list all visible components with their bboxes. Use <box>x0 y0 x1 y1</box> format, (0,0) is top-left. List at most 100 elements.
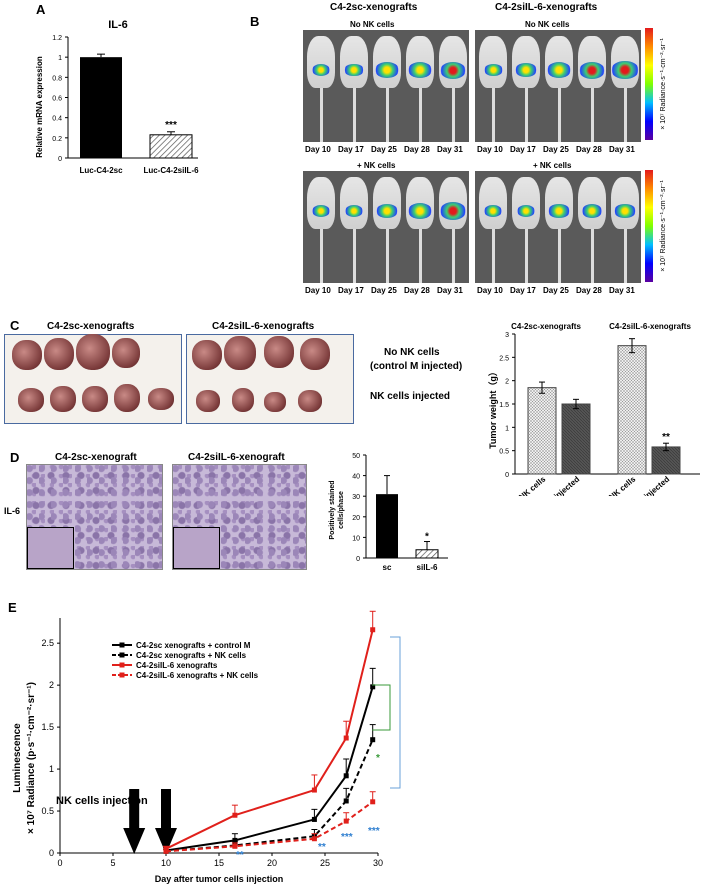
panel-a-ylabel: Relative mRNA expression <box>35 56 44 158</box>
tumor-sample <box>112 338 140 368</box>
bioluminescence-signal <box>375 62 399 78</box>
panel-c-ytick-label: 2.5 <box>499 355 509 362</box>
mouse-image <box>578 177 606 229</box>
injection-arrow-icon <box>155 789 177 854</box>
panel-c-row1-sub: (control M injected) <box>370 361 463 372</box>
panel-b-scale-label-top: × 10⁷ Radiance·s⁻¹·cm⁻²·sr⁻¹ <box>660 38 667 130</box>
mouse-image <box>611 177 639 229</box>
panel-b-no-nk-right: No NK cells <box>525 20 570 29</box>
panel-a-chart: IL-6 Relative mRNA expression 0 0.2 0.4 0.6… <box>35 19 199 175</box>
bioluminescence-signal <box>611 61 639 79</box>
panel-e-ytick-label: 1 <box>49 764 54 774</box>
panel-e-legend-marker <box>119 662 125 668</box>
panel-e-ytick-label: 1.5 <box>41 722 54 732</box>
panel-e-ytick-label: 2 <box>49 680 54 690</box>
panel-b-day-label: Day 31 <box>609 286 635 295</box>
mouse-image <box>373 36 401 88</box>
panel-e-ylabel1: Luminescence <box>12 723 23 793</box>
panel-e-bracket-blue <box>390 636 401 789</box>
panel-c-xlabel: No NK cells <box>597 474 637 496</box>
panel-b-day-label: Day 25 <box>371 145 397 154</box>
mouse-image <box>479 36 507 88</box>
panel-e-ytick-label: 0.5 <box>41 806 54 816</box>
panel-b-photo-siil6-no-nk <box>475 30 641 142</box>
panel-label-a: A <box>36 2 46 17</box>
tumor-sample <box>264 336 294 368</box>
panel-a-ytick-label: 0.4 <box>52 116 62 123</box>
panel-b-day-label: Day 10 <box>477 286 503 295</box>
panel-e-data-point <box>370 627 376 633</box>
panel-c-ytick-label: 1.5 <box>499 402 509 409</box>
panel-b-day-label: Day 31 <box>437 286 463 295</box>
bioluminescence-signal <box>439 202 467 220</box>
panel-e-ytick-label: 2.5 <box>41 638 54 648</box>
panel-b-day-label: Day 25 <box>543 286 569 295</box>
panel-b-day-label: Day 31 <box>609 145 635 154</box>
panel-d-inset-sc <box>27 527 74 569</box>
panel-d-significance: * <box>425 532 429 543</box>
panel-a-ytick-label: 0.8 <box>52 75 62 82</box>
panel-b-day-label: Day 17 <box>338 145 364 154</box>
panel-e-xtick-label: 15 <box>214 858 224 868</box>
panel-e-data-point <box>343 773 349 779</box>
panel-b-day-label: Day 10 <box>305 145 331 154</box>
panel-e-sig-blue-2: ** <box>318 842 326 853</box>
mouse-tail <box>624 229 627 283</box>
tumor-sample <box>298 390 322 412</box>
panel-b-day-label: Day 31 <box>437 145 463 154</box>
panel-label-d: D <box>10 450 20 465</box>
tumor-sample <box>18 388 44 412</box>
mouse-image <box>406 177 434 229</box>
panel-b-day-label: Day 10 <box>305 286 331 295</box>
tumor-sample <box>192 340 222 370</box>
panel-d-ylabel1: Positively stained <box>329 480 336 539</box>
mouse-tail <box>492 229 495 283</box>
panel-a-significance: *** <box>165 120 177 131</box>
panel-label-e: E <box>8 600 17 615</box>
panel-d-xlabel-sc: sc <box>383 563 392 572</box>
panel-e-sig-blue-1: ** <box>236 850 244 861</box>
panel-e-data-point <box>370 737 376 743</box>
panel-a-ytick-label: 1 <box>58 55 62 62</box>
mouse-tail <box>353 88 356 142</box>
tumor-sample <box>44 338 74 370</box>
bioluminescence-signal <box>408 203 432 219</box>
panel-c-bar <box>617 345 647 475</box>
panel-e-xtick-label: 10 <box>161 858 171 868</box>
panel-b-no-nk-left: No NK cells <box>350 20 395 29</box>
panel-e-xtick-label: 5 <box>110 858 115 868</box>
panel-c-ytick-label: 2 <box>505 379 509 386</box>
bioluminescence-signal <box>407 61 433 79</box>
panel-e-series-line <box>165 739 374 853</box>
panel-e-bracket-green <box>372 684 391 731</box>
mouse-tail <box>320 229 323 283</box>
bioluminescence-signal <box>440 61 466 79</box>
panel-e-data-point <box>370 684 376 690</box>
panel-b-scale-label-bottom: × 10⁷ Radiance·s⁻¹·cm⁻²·sr⁻¹ <box>660 180 667 272</box>
panel-e-sig-blue-4: *** <box>368 826 380 837</box>
bioluminescence-signal <box>344 204 364 218</box>
mouse-tail <box>353 229 356 283</box>
mouse-tail <box>591 88 594 142</box>
bioluminescence-signal <box>375 203 399 219</box>
panel-e-legend-marker <box>119 672 125 678</box>
panel-e-data-point <box>311 787 317 793</box>
panel-e-series-line <box>165 686 374 852</box>
panel-e-legend-marker <box>119 652 125 658</box>
mouse-tail <box>419 88 422 142</box>
panel-b-day-label: Day 10 <box>477 145 503 154</box>
panel-b-day-label: Day 25 <box>543 145 569 154</box>
panel-d-xlabel-siil6: siIL-6 <box>417 563 438 572</box>
mouse-image <box>340 177 368 229</box>
panel-c-xlabel: No NK cells <box>507 474 547 496</box>
panel-e-data-point <box>343 818 349 824</box>
mouse-tail <box>419 229 422 283</box>
bioluminescence-signal <box>311 204 331 218</box>
panel-d-ytick-label: 30 <box>352 494 360 501</box>
panel-d-ylabel2: cells/phase <box>338 491 345 529</box>
tumor-sample <box>76 334 110 370</box>
panel-d-right-title: C4-2siIL-6-xenograft <box>188 452 285 463</box>
panel-d-ytick-label: 40 <box>352 474 360 481</box>
mouse-image <box>512 36 540 88</box>
panel-e-legend-label: C4-2siIL-6 xenografts + NK cells <box>136 671 259 680</box>
